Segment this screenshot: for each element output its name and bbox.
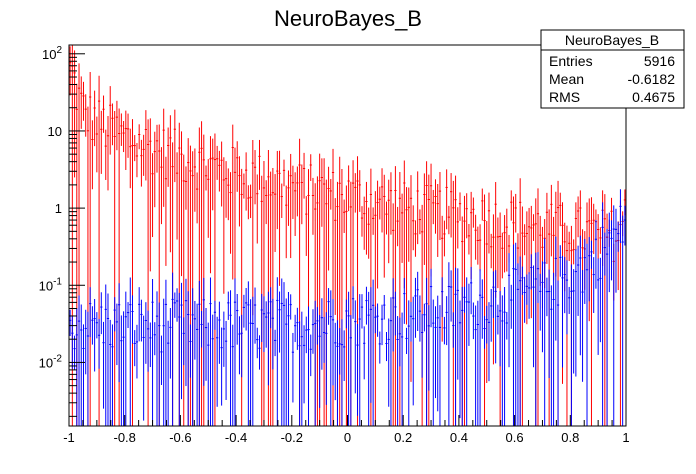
x-tick-label: 0.6	[506, 430, 524, 445]
x-tick-label: -0.8	[113, 430, 135, 445]
plot-data	[69, 45, 626, 426]
stats-entries-value: 5916	[644, 53, 675, 69]
stats-mean-value: -0.6182	[628, 71, 676, 87]
x-tick-label: -0.2	[281, 430, 303, 445]
x-tick-label: 0.8	[561, 430, 579, 445]
stats-box: NeuroBayes_B Entries 5916 Mean -0.6182 R…	[540, 29, 685, 109]
x-tick-label: -0.6	[169, 430, 191, 445]
x-tick-label: 1	[622, 430, 629, 445]
y-tick-label: 10-1	[39, 276, 63, 293]
y-tick-label: 10	[48, 124, 62, 139]
y-tick-label: 102	[42, 45, 62, 62]
y-tick-label: 1	[55, 201, 62, 216]
chart-title: NeuroBayes_B	[274, 6, 422, 31]
stats-entries-label: Entries	[549, 53, 593, 69]
x-tick-label: -0.4	[225, 430, 247, 445]
series-1	[69, 189, 626, 426]
series-0	[69, 45, 626, 426]
stats-box-frame	[540, 29, 685, 109]
stats-rms-value: 0.4675	[632, 89, 675, 105]
y-axis: 10-2 10-1 1 10 102	[39, 45, 85, 417]
x-tick-label: 0.4	[450, 430, 468, 445]
y-tick-label: 10-2	[39, 353, 63, 370]
stats-box-title: NeuroBayes_B	[565, 32, 659, 48]
x-tick-label: 0	[344, 430, 351, 445]
stats-mean-label: Mean	[549, 71, 584, 87]
x-tick-label: 0.2	[394, 430, 412, 445]
x-tick-label: -1	[63, 430, 75, 445]
x-axis: -1 -0.8 -0.6 -0.4 -0.2 0 0.2 0.4 0.6 0.8 1	[63, 415, 630, 445]
stats-rms-label: RMS	[549, 89, 580, 105]
